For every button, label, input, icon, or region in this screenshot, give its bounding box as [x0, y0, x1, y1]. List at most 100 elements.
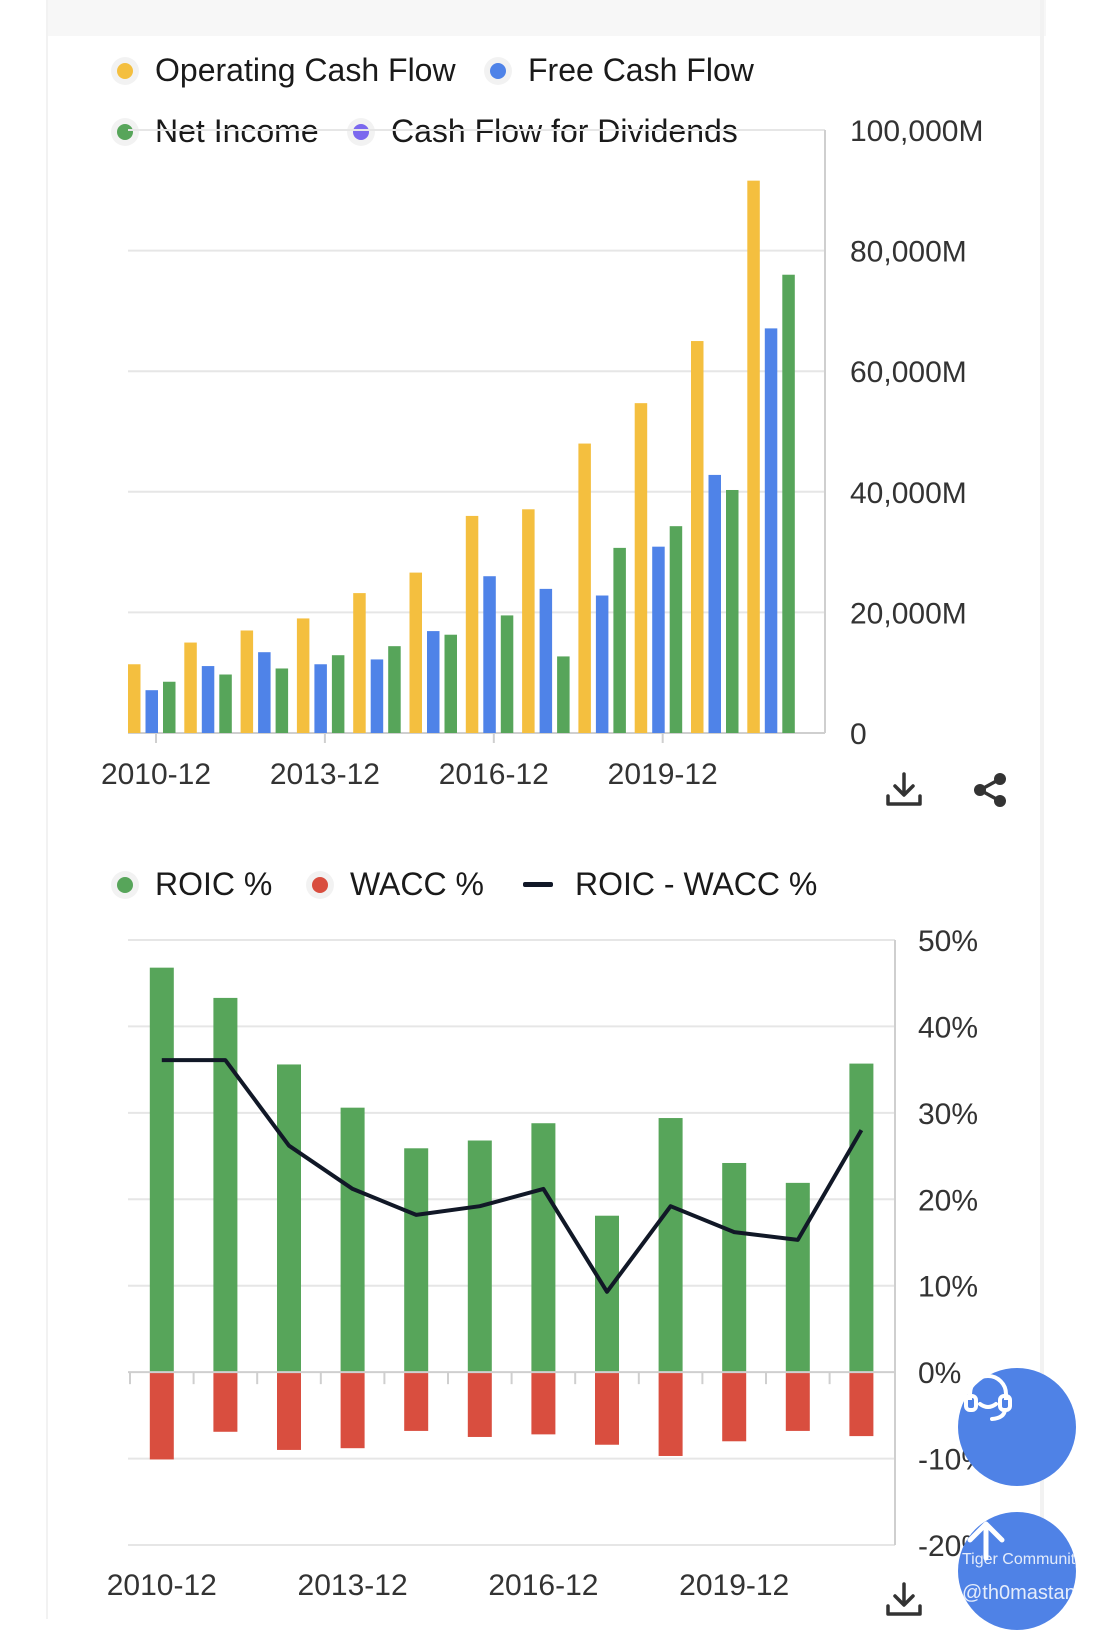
bar-operating-cash-flow-2016-12: [465, 515, 479, 733]
bar-wacc--2016-12: [531, 1372, 556, 1435]
bar-roic--2013-12: [340, 1107, 365, 1373]
bar-free-cash-flow-2013-12: [314, 664, 327, 733]
y-tick-label: 30%: [918, 1098, 978, 1131]
bar-net-income-2017-12: [557, 656, 570, 733]
x-tick-label: 2013-12: [298, 1569, 408, 1602]
legend-label: ROIC %: [155, 866, 273, 902]
y-tick-label: 0: [850, 718, 867, 751]
bar-operating-cash-flow-2020-12: [691, 341, 704, 733]
card-edge-right: [1040, 0, 1044, 1619]
bar-roic--2020-12: [785, 1182, 810, 1373]
bar-wacc--2011-12: [213, 1372, 238, 1432]
roic-gridlines: [128, 939, 895, 1546]
y-tick-label: 10%: [918, 1271, 978, 1304]
bar-free-cash-flow-2020-12: [708, 474, 721, 733]
bar-free-cash-flow-2018-12: [595, 595, 609, 733]
bar-roic--2010-12: [149, 967, 174, 1373]
bar-wacc--2018-12: [658, 1372, 683, 1456]
bar-net-income-2015-12: [444, 634, 457, 733]
top-bar: [48, 0, 1046, 36]
roic-zero-axis: [128, 1371, 895, 1385]
watermark-handle: @th0mastan: [962, 1582, 1076, 1604]
legend-dot-icon: [117, 62, 133, 79]
legend-label: Free Cash Flow: [528, 52, 754, 88]
scroll-to-top-button[interactable]: [958, 1512, 1076, 1630]
legend-item-free-cash-flow[interactable]: Free Cash Flow: [490, 52, 754, 89]
download-icon[interactable]: [882, 768, 926, 812]
x-tick-label: 2013-12: [270, 758, 380, 791]
x-tick-label: 2016-12: [488, 1569, 598, 1602]
legend-label: WACC %: [350, 866, 484, 902]
bar-free-cash-flow-2019-12: [652, 546, 665, 733]
legend-item-wacc[interactable]: WACC %: [312, 866, 484, 903]
legend-dot-icon: [490, 62, 506, 79]
bar-operating-cash-flow-2018-12: [578, 443, 591, 733]
bar-net-income-2016-12: [500, 615, 514, 733]
bar-wacc--2015-12: [467, 1372, 492, 1437]
bar-operating-cash-flow-2014-12: [353, 593, 366, 733]
bar-net-income-2010-12: [163, 681, 176, 733]
bar-roic--2012-12: [277, 1064, 301, 1373]
bar-net-income-2011-12: [219, 674, 232, 733]
y-tick-label: 20,000M: [850, 597, 967, 630]
card-edge-left: [46, 0, 48, 1619]
customer-support-button[interactable]: [958, 1368, 1076, 1486]
legend-item-roic-minus-wacc[interactable]: ROIC - WACC %: [523, 866, 817, 903]
bar-wacc--2019-12: [722, 1372, 747, 1442]
bar-operating-cash-flow-2013-12: [296, 618, 310, 733]
download-icon[interactable]: [882, 1578, 926, 1622]
x-tick-label: 2019-12: [679, 1569, 789, 1602]
legend-dot-icon: [312, 876, 328, 893]
y-tick-label: 0%: [918, 1357, 961, 1390]
bar-roic--2021-12: [849, 1063, 874, 1373]
y-tick-label: 20%: [918, 1184, 978, 1217]
legend-line-icon: [523, 882, 553, 887]
bar-net-income-2012-12: [275, 668, 289, 733]
bar-wacc--2012-12: [277, 1372, 301, 1450]
y-tick-label: 40%: [918, 1011, 978, 1044]
bar-wacc--2013-12: [340, 1372, 365, 1449]
bar-net-income-2018-12: [613, 547, 626, 733]
bar-net-income-2013-12: [331, 655, 345, 733]
cash-flow-x-tick-labels: 2010-12 2013-12 2016-12 2019-12: [101, 758, 718, 791]
bar-roic--2019-12: [722, 1162, 747, 1373]
bar-operating-cash-flow-2017-12: [522, 509, 535, 733]
cash-flow-y-tick-labels: 0 20,000M 40,000M 60,000M 80,000M 100,000M: [850, 115, 983, 751]
bar-operating-cash-flow-2015-12: [409, 572, 422, 733]
bar-operating-cash-flow-2012-12: [240, 630, 254, 733]
share-icon[interactable]: [968, 768, 1012, 812]
legend-item-roic[interactable]: ROIC %: [117, 866, 272, 903]
bar-roic--2011-12: [213, 997, 238, 1373]
bar-roic--2017-12: [595, 1215, 619, 1373]
legend-dot-icon: [117, 123, 133, 140]
bar-operating-cash-flow-2021-12: [747, 180, 760, 734]
bar-free-cash-flow-2015-12: [427, 631, 440, 733]
bar-roic--2015-12: [467, 1140, 492, 1373]
bar-free-cash-flow-2021-12: [764, 328, 778, 733]
legend-dot-icon: [353, 123, 369, 140]
watermark-community: Tiger Community: [962, 1551, 1084, 1568]
bar-free-cash-flow-2012-12: [258, 652, 271, 733]
x-tick-label: 2010-12: [107, 1569, 217, 1602]
bar-free-cash-flow-2016-12: [483, 576, 496, 733]
legend-label: Operating Cash Flow: [155, 52, 456, 88]
y-tick-label: 40,000M: [850, 477, 967, 510]
bar-free-cash-flow-2011-12: [201, 666, 215, 733]
roic-x-tick-labels: 2010-12 2013-12 2016-12 2019-12: [107, 1569, 790, 1602]
bar-net-income-2019-12: [669, 526, 683, 733]
roic-minus-wacc-line: [161, 1058, 864, 1294]
bar-net-income-2020-12: [726, 489, 739, 733]
legend-label: ROIC - WACC %: [575, 866, 818, 902]
bar-operating-cash-flow-2011-12: [184, 642, 197, 733]
bar-operating-cash-flow-2019-12: [634, 403, 648, 733]
bar-net-income-2021-12: [782, 274, 795, 733]
x-tick-label: 2016-12: [439, 758, 549, 791]
y-tick-label: 100,000M: [850, 115, 983, 148]
bar-wacc--2021-12: [849, 1372, 874, 1437]
x-tick-label: 2019-12: [608, 758, 718, 791]
legend-item-operating-cash-flow[interactable]: Operating Cash Flow: [117, 52, 456, 89]
bar-operating-cash-flow-2010-12: [128, 664, 141, 733]
roic-bars: [149, 967, 874, 1460]
y-tick-label: 60,000M: [850, 356, 967, 389]
